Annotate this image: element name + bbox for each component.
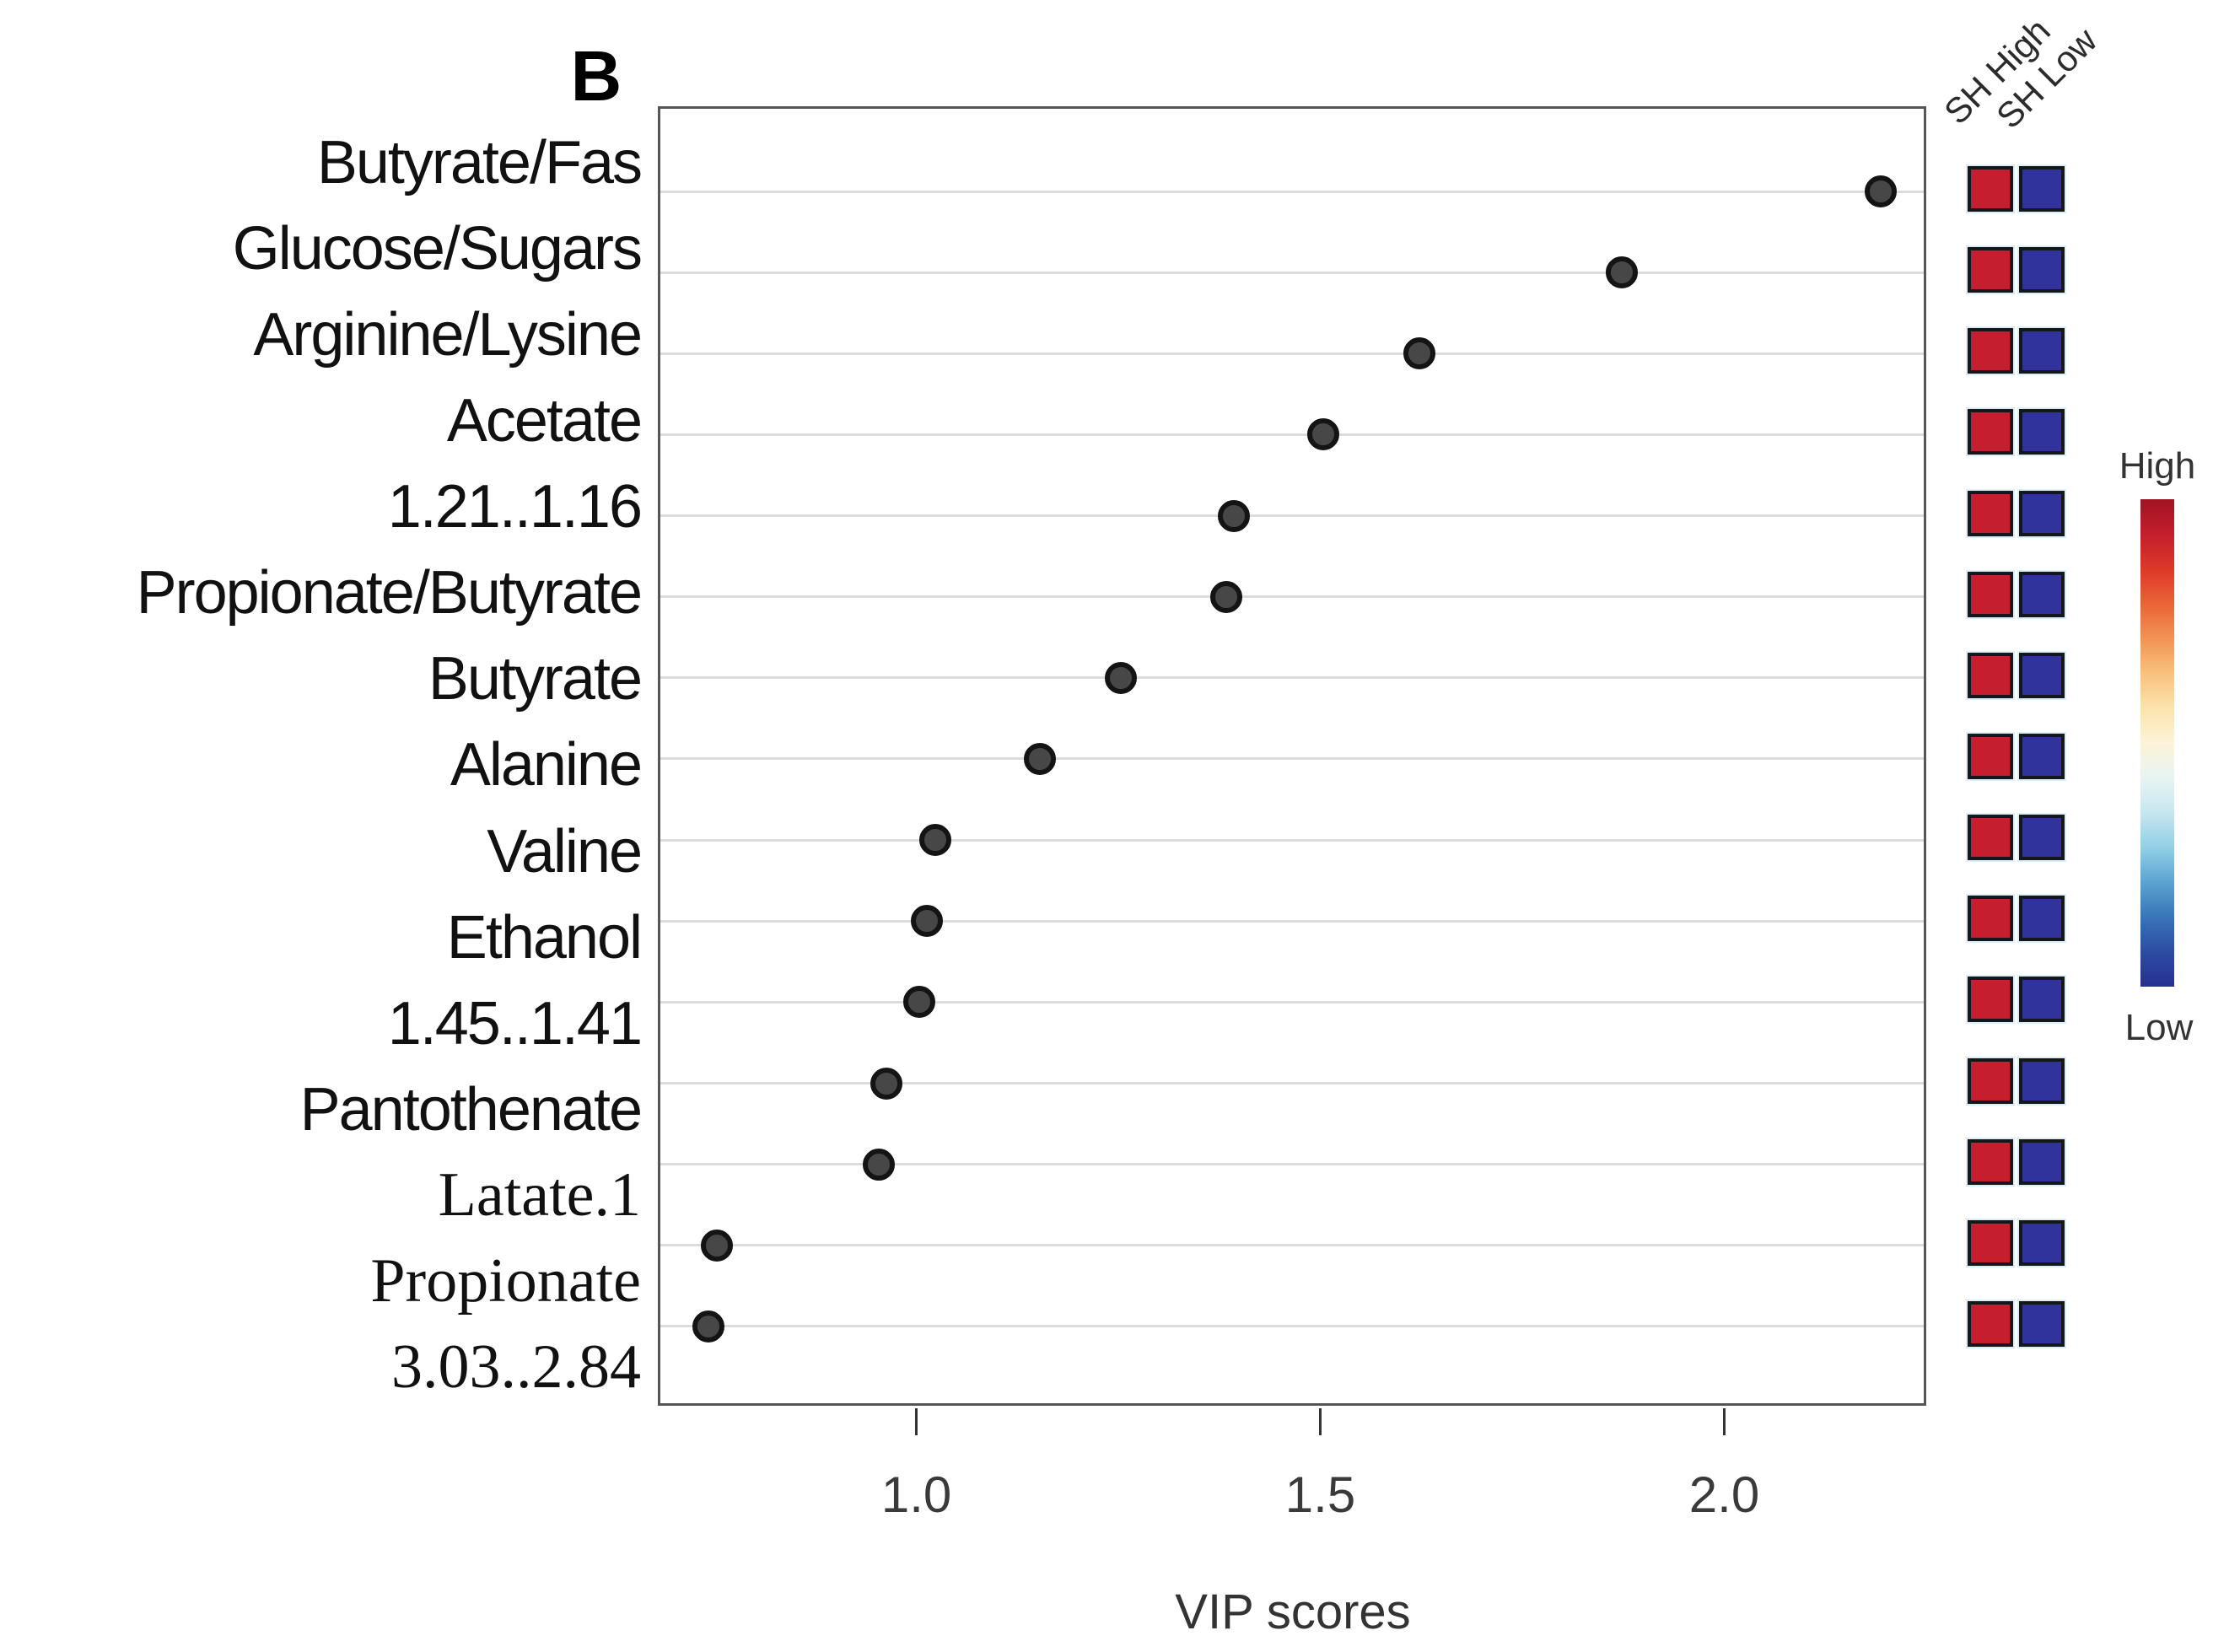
plot-area: [658, 106, 1926, 1406]
x-tick-label: 1.5: [1284, 1466, 1356, 1523]
data-point: [1024, 742, 1057, 775]
legend-high-label: High: [2119, 445, 2196, 487]
sh-low-cell: [2019, 652, 2065, 698]
grid-line: [660, 757, 1924, 761]
y-axis-label: Arginine/Lysine: [253, 301, 643, 369]
grid-line: [660, 1000, 1924, 1004]
data-point: [911, 905, 944, 938]
sh-low-cell: [2019, 896, 2065, 942]
y-axis-label: Acetate: [446, 387, 643, 455]
sh-high-cell: [1968, 1057, 2013, 1104]
sh-high-cell: [1968, 409, 2013, 455]
y-axis-label: Propionate/Butyrate: [136, 559, 643, 627]
y-axis-label: Latate.1: [438, 1160, 641, 1230]
sh-high-cell: [1968, 166, 2013, 212]
panel-label: B: [570, 36, 622, 116]
grid-line: [660, 433, 1924, 436]
y-axis-label: Glucose/Sugars: [232, 215, 643, 283]
grid-line: [660, 190, 1924, 193]
sh-low-cell: [2019, 1300, 2065, 1347]
sh-high-cell: [1968, 1138, 2013, 1185]
sh-low-cell: [2019, 328, 2065, 374]
grid-line: [660, 676, 1924, 680]
data-point: [1605, 256, 1638, 289]
sh-low-cell: [2019, 166, 2065, 212]
x-tick: [1723, 1408, 1726, 1435]
data-point: [918, 824, 951, 857]
x-axis-title: VIP scores: [1175, 1585, 1411, 1639]
data-point: [862, 1148, 895, 1181]
sh-high-cell: [1968, 571, 2013, 617]
sh-low-cell: [2019, 247, 2065, 293]
sh-high-cell: [1968, 815, 2013, 861]
legend-low-label: Low: [2124, 1007, 2194, 1048]
data-point: [1209, 580, 1242, 613]
sh-high-cell: [1968, 896, 2013, 942]
sh-high-cell: [1968, 1219, 2013, 1266]
y-axis-label: Ethanol: [446, 903, 643, 971]
data-point: [701, 1229, 734, 1262]
colorbar-gradient: [2140, 499, 2174, 987]
grid-line: [660, 1244, 1924, 1247]
grid-line: [660, 838, 1924, 842]
x-tick: [1319, 1408, 1322, 1435]
y-axis-label: Alanine: [450, 731, 643, 799]
sh-low-cell: [2019, 815, 2065, 861]
y-axis-label: Butyrate: [428, 645, 643, 713]
y-axis-label: Butyrate/Fas: [316, 129, 643, 196]
sh-low-cell: [2019, 490, 2065, 536]
data-point: [692, 1310, 725, 1343]
data-point: [1403, 337, 1436, 370]
grid-line: [660, 271, 1924, 274]
data-point: [1864, 175, 1897, 207]
sh-low-cell: [2019, 571, 2065, 617]
sh-low-cell: [2019, 1057, 2065, 1104]
data-point: [1306, 418, 1339, 451]
y-axis-label: Valine: [487, 817, 643, 885]
y-axis-label: 1.21..1.16: [387, 473, 643, 541]
grid-line: [660, 1082, 1924, 1085]
sh-low-cell: [2019, 1138, 2065, 1185]
sh-low-cell: [2019, 977, 2065, 1023]
y-axis-label: 1.45..1.41: [387, 989, 643, 1057]
data-point: [1105, 661, 1138, 694]
sh-high-cell: [1968, 1300, 2013, 1347]
sh-high-cell: [1968, 328, 2013, 374]
y-axis-label: 3.03..2.84: [391, 1332, 641, 1402]
x-tick-label: 1.0: [880, 1466, 952, 1523]
y-axis-label: Pantothenate: [299, 1075, 643, 1143]
grid-line: [660, 1325, 1924, 1328]
grid-line: [660, 595, 1924, 599]
grid-line: [660, 352, 1924, 355]
x-tick-label: 2.0: [1688, 1466, 1760, 1523]
grid-line: [660, 514, 1924, 518]
sh-low-cell: [2019, 409, 2065, 455]
data-point: [870, 1067, 903, 1100]
sh-low-cell: [2019, 1219, 2065, 1266]
sh-high-cell: [1968, 652, 2013, 698]
y-axis-label: Propionate: [370, 1246, 641, 1316]
grid-line: [660, 1163, 1924, 1166]
data-point: [1218, 499, 1251, 532]
grid-line: [660, 919, 1924, 923]
sh-high-cell: [1968, 247, 2013, 293]
sh-high-cell: [1968, 733, 2013, 779]
data-point: [902, 986, 935, 1019]
sh-low-cell: [2019, 733, 2065, 779]
sh-high-cell: [1968, 490, 2013, 536]
x-tick: [915, 1408, 918, 1435]
sh-high-cell: [1968, 977, 2013, 1023]
